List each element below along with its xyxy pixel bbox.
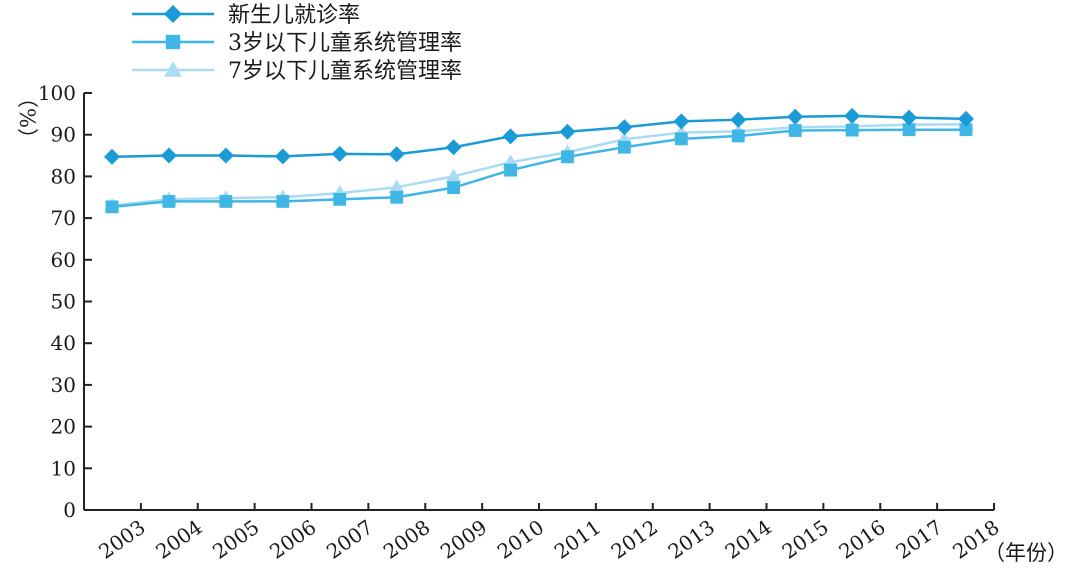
y-tick-label: 70 (51, 206, 76, 230)
data-point (447, 181, 460, 195)
data-point (673, 113, 690, 130)
data-point (731, 129, 745, 143)
x-tick-label: 2017 (891, 515, 946, 564)
y-tick-label: 10 (51, 456, 76, 480)
legend-item: 3岁以下儿童系统管理率 (132, 31, 462, 56)
data-point (618, 140, 631, 154)
y-tick-label: 100 (38, 81, 76, 105)
x-axis-label: （年份） (984, 541, 1068, 565)
data-point (162, 195, 176, 208)
data-point (902, 123, 916, 137)
data-point (730, 111, 747, 128)
data-point (502, 128, 519, 145)
y-tick-label: 80 (51, 164, 76, 188)
y-tick-label: 30 (51, 373, 76, 397)
legend: 新生儿就诊率 3岁以下儿童系统管理率 7岁以下儿童系统管理率 (132, 3, 462, 84)
series-line (111, 123, 967, 207)
data-point (390, 190, 404, 204)
x-tick-label: 2009 (436, 515, 491, 564)
data-point (388, 146, 405, 163)
x-tick-label: 2007 (322, 515, 377, 564)
legend-label: 7岁以下儿童系统管理率 (228, 59, 462, 84)
x-tick-label: 2005 (208, 515, 263, 564)
y-tick-label: 90 (51, 123, 76, 147)
data-point (674, 132, 688, 146)
data-point (217, 147, 234, 164)
legend-label: 新生儿就诊率 (228, 3, 360, 28)
series-2 (105, 123, 973, 214)
series-line (111, 128, 966, 209)
series-1 (104, 107, 974, 165)
data-point (845, 123, 859, 137)
data-point (160, 147, 177, 164)
x-ticks: 2003 2004 2005 2006 2007 2008 2009 2010 2011 2012… (94, 503, 1004, 564)
y-tick-label: 20 (51, 415, 76, 439)
data-point (958, 110, 974, 127)
y-ticks: 0 10 20 30 40 50 60 70 80 90 100 (38, 81, 92, 522)
legend-item: 新生儿就诊率 (132, 3, 360, 28)
data-point (559, 123, 576, 140)
x-tick-label: 2016 (834, 515, 889, 564)
legend-swatch-marker (164, 5, 182, 23)
y-axis-label: （%） (15, 87, 39, 149)
data-point (276, 195, 290, 208)
x-tick-label: 2012 (607, 515, 662, 564)
data-point (787, 108, 804, 125)
legend-swatch-marker (165, 34, 181, 50)
x-tick-label: 2003 (94, 515, 149, 564)
series-layer (104, 107, 974, 214)
data-point (219, 195, 233, 208)
legend-item: 7岁以下儿童系统管理率 (132, 59, 462, 84)
y-tick-label: 0 (63, 498, 76, 522)
data-point (901, 109, 918, 126)
data-point (105, 200, 119, 214)
x-tick-label: 2006 (265, 515, 320, 564)
legend-label: 3岁以下儿童系统管理率 (228, 31, 462, 56)
data-point (616, 119, 633, 136)
y-tick-label: 60 (51, 248, 76, 272)
data-point (445, 168, 462, 183)
x-tick-label: 2010 (493, 515, 548, 564)
data-point (959, 123, 973, 137)
x-tick-label: 2008 (379, 515, 434, 564)
y-tick-label: 40 (51, 331, 76, 355)
data-point (504, 163, 517, 177)
x-tick-label: 2015 (777, 515, 832, 564)
y-tick-label: 50 (51, 290, 76, 314)
x-tick-label: 2014 (721, 515, 776, 564)
series-line (111, 114, 967, 159)
x-tick-label: 2013 (664, 515, 719, 564)
data-point (331, 145, 348, 162)
data-point (561, 150, 574, 164)
data-point (788, 124, 802, 137)
x-tick-label: 2011 (550, 515, 605, 564)
data-point (333, 192, 347, 206)
data-point (104, 148, 120, 165)
data-point (274, 148, 291, 165)
legend-swatch-marker (164, 61, 182, 77)
data-point (844, 107, 861, 124)
x-tick-label: 2004 (151, 515, 206, 564)
data-point (388, 179, 405, 194)
data-point (445, 139, 462, 156)
